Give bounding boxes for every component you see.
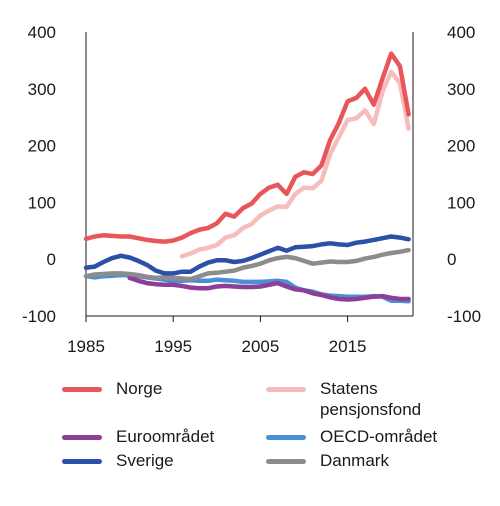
y-tick-label-right: -100 [447, 307, 481, 326]
series-layer [83, 51, 411, 304]
legend-swatch-statens-pensjonsfond [266, 387, 306, 392]
y-tick-label-right: 300 [447, 80, 475, 99]
legend-label-euroomradet: Euroområdet [116, 427, 215, 446]
series-line-euroomradet [127, 275, 411, 302]
y-axis-left: 400 300 200 100 0 -100 [22, 23, 56, 326]
legend-swatch-oecd-omradet [266, 435, 306, 440]
legend-item-norge: Norge [62, 378, 162, 399]
x-tick-label: 1995 [154, 337, 192, 356]
y-tick-label-left: 200 [28, 137, 56, 156]
series-line-danmark [83, 247, 411, 282]
legend-swatch-euroomradet [62, 435, 102, 440]
y-tick-label-left: -100 [22, 307, 56, 326]
legend-item-euroomradet: Euroområdet [62, 426, 214, 447]
series-line-statens-pensjonsfond [179, 69, 411, 259]
legend-item-danmark: Danmark [266, 450, 389, 471]
y-axis-right: 400 300 200 100 0 -100 [447, 23, 481, 326]
legend-label-danmark: Danmark [320, 451, 389, 470]
chart-plot: 400 300 200 100 0 -100 400 300 200 100 0 -100 1985… [22, 23, 481, 356]
y-tick-label-left: 400 [28, 23, 56, 42]
legend: Norge Statens pensjonsfond Euroområdet O… [0, 372, 500, 482]
y-tick-label-left: 100 [28, 193, 56, 212]
series-line-norge [83, 51, 411, 244]
legend-item-oecd-omradet: OECD-området [266, 426, 437, 447]
legend-label-oecd-omradet: OECD-området [320, 427, 438, 446]
y-tick-label-right: 200 [447, 137, 475, 156]
legend-swatch-sverige [62, 459, 102, 464]
x-tick-label: 2005 [241, 337, 279, 356]
legend-item-sverige: Sverige [62, 450, 174, 471]
legend-swatch-danmark [266, 459, 306, 464]
y-tick-label-right: 0 [447, 250, 456, 269]
x-tick-label: 1985 [67, 337, 105, 356]
legend-item-statens-pensjonsfond: Statens pensjonsfond [266, 378, 446, 420]
legend-swatch-norge [62, 387, 102, 392]
y-tick-label-left: 0 [47, 250, 56, 269]
y-tick-label-left: 300 [28, 80, 56, 99]
legend-label-sverige: Sverige [116, 451, 174, 470]
y-tick-label-right: 400 [447, 23, 475, 42]
legend-label-norge: Norge [116, 379, 163, 398]
x-tick-label: 2015 [329, 337, 367, 356]
series-line-sverige [83, 234, 411, 276]
legend-label-statens-pensjonsfond: Statens pensjonsfond [320, 379, 422, 419]
y-tick-label-right: 100 [447, 193, 475, 212]
x-axis: 1985 1995 2005 2015 [67, 316, 367, 356]
